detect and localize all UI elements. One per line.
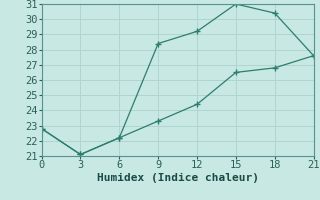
X-axis label: Humidex (Indice chaleur): Humidex (Indice chaleur) xyxy=(97,173,259,183)
